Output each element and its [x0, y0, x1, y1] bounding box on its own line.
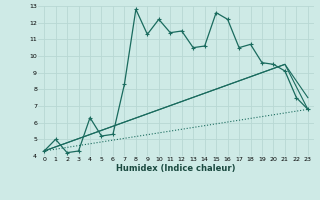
X-axis label: Humidex (Indice chaleur): Humidex (Indice chaleur)	[116, 164, 236, 173]
